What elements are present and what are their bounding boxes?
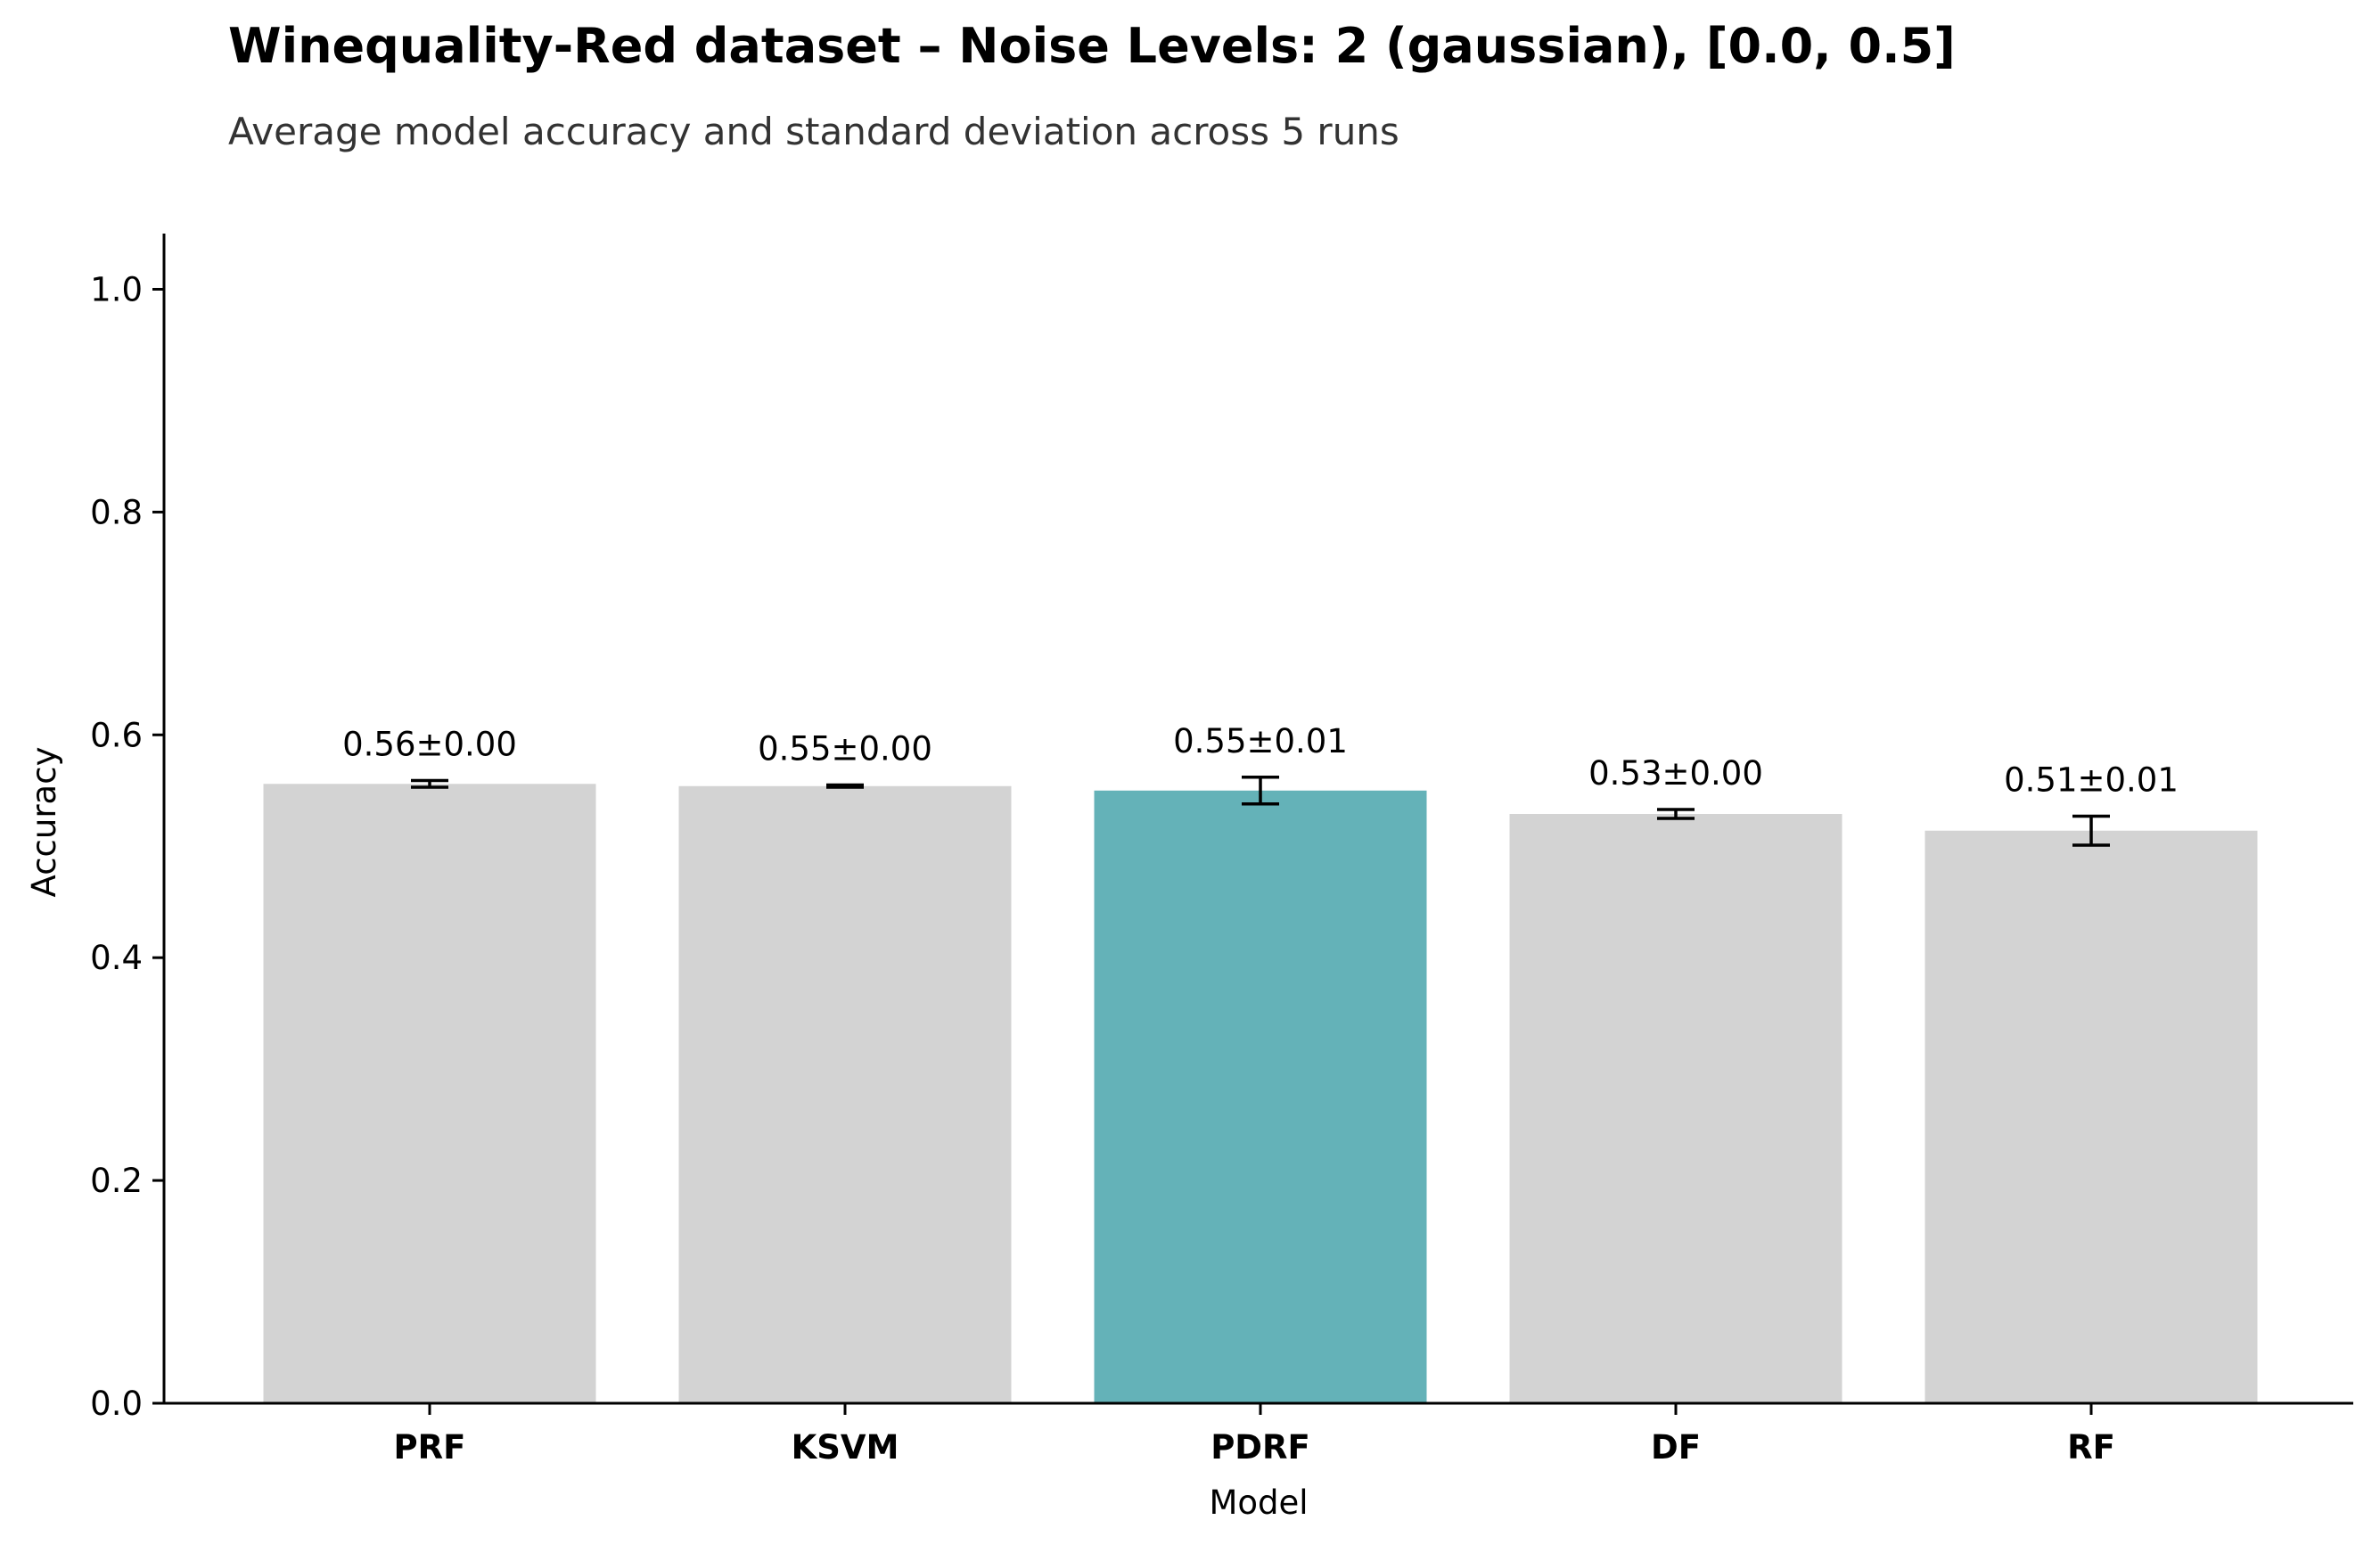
bar-rf xyxy=(1925,831,2258,1403)
y-axis-title: Accuracy xyxy=(25,747,63,898)
x-tick-label-prf: PRF xyxy=(394,1428,466,1467)
x-tick-label-pdrf: PDRF xyxy=(1211,1428,1310,1467)
y-tick-label: 0.8 xyxy=(90,493,143,531)
error-bar-ksvm xyxy=(826,785,864,787)
y-tick-label: 0.0 xyxy=(90,1385,143,1423)
x-tick-label-rf: RF xyxy=(2067,1428,2115,1467)
y-tick-label: 0.2 xyxy=(90,1162,143,1200)
x-axis-title: Model xyxy=(1209,1483,1308,1522)
data-label-pdrf: 0.55±0.01 xyxy=(1173,722,1348,760)
bar-prf xyxy=(264,784,596,1403)
data-label-ksvm: 0.55±0.00 xyxy=(758,730,932,768)
y-tick-label: 0.4 xyxy=(90,939,143,977)
data-label-prf: 0.56±0.00 xyxy=(342,726,517,764)
y-tick-label: 0.6 xyxy=(90,716,143,754)
y-tick-label: 1.0 xyxy=(90,270,143,308)
bar-df xyxy=(1510,814,1842,1403)
data-label-rf: 0.51±0.01 xyxy=(2004,761,2179,800)
bar-ksvm xyxy=(679,786,1012,1403)
x-tick-label-ksvm: KSVM xyxy=(792,1428,899,1467)
data-label-df: 0.53±0.00 xyxy=(1588,754,1763,793)
bars-layer xyxy=(264,784,2258,1403)
x-tick-label-df: DF xyxy=(1651,1428,1701,1467)
bar-pdrf xyxy=(1095,791,1427,1403)
